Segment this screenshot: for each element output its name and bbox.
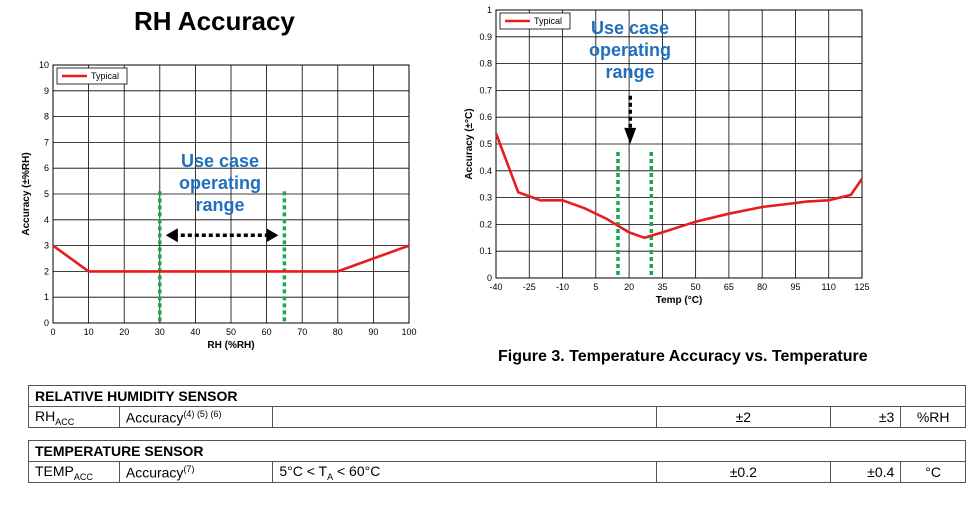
figure-caption: Figure 3. Temperature Accuracy vs. Tempe… — [498, 348, 868, 365]
temp-cond-post: < 60°C — [333, 462, 381, 479]
x-tick-label: 20 — [119, 327, 129, 337]
x-tick-label: 35 — [657, 282, 667, 292]
rh-chart-title: RH Accuracy — [134, 6, 295, 36]
x-tick-label: -40 — [489, 282, 502, 292]
y-tick-label: 3 — [44, 241, 49, 251]
rh-unit: %RH — [900, 406, 966, 428]
legend-label: Typical — [91, 71, 119, 81]
temp-max: ±0.4 — [829, 461, 902, 483]
rh-name-cell: Accuracy(4) (5) (6) — [118, 406, 274, 428]
annotation-text: Use case — [181, 151, 259, 171]
y-axis-label: Accuracy (±°C) — [464, 108, 475, 179]
annotation-text: range — [195, 195, 244, 215]
legend-box — [56, 67, 128, 85]
y-tick-label: 0.5 — [479, 139, 492, 149]
annotation-text: range — [605, 62, 654, 82]
y-tick-label: 6 — [44, 163, 49, 173]
rh-condition — [272, 406, 657, 428]
y-tick-label: 8 — [44, 112, 49, 122]
y-tick-label: 0 — [487, 273, 492, 283]
temp-param-cell: TEMPACC — [28, 461, 120, 483]
legend-box — [499, 12, 571, 30]
rh-acc-row: RHACC Accuracy(4) (5) (6) ±2 ±3 %RH — [28, 406, 966, 428]
y-tick-label: 0 — [44, 318, 49, 328]
x-tick-label: 70 — [297, 327, 307, 337]
temp-acc-row: TEMPACC Accuracy(7) 5°C < TA < 60°C ±0.2… — [28, 461, 966, 483]
x-tick-label: 50 — [226, 327, 236, 337]
annotation-text: operating — [179, 173, 261, 193]
y-tick-label: 10 — [39, 60, 49, 70]
x-tick-label: 0 — [50, 327, 55, 337]
temp-typ: ±0.2 — [656, 461, 831, 483]
rh-param-sub: ACC — [55, 416, 75, 427]
range-arrow-head-left — [165, 228, 178, 243]
x-tick-label: -10 — [556, 282, 569, 292]
annotation-text: operating — [589, 40, 671, 60]
x-tick-label: 90 — [368, 327, 378, 337]
y-tick-label: 1 — [487, 5, 492, 15]
y-axis-label: Accuracy (±%RH) — [21, 152, 32, 235]
rh-max: ±3 — [829, 406, 902, 428]
x-tick-label: 5 — [593, 282, 598, 292]
y-tick-label: 9 — [44, 86, 49, 96]
y-tick-label: 0.9 — [479, 32, 492, 42]
x-axis-label: Temp (°C) — [656, 295, 703, 306]
x-tick-label: 10 — [84, 327, 94, 337]
x-tick-label: 125 — [854, 282, 869, 292]
y-tick-label: 0.6 — [479, 112, 492, 122]
y-tick-label: 2 — [44, 266, 49, 276]
y-tick-label: 0.3 — [479, 193, 492, 203]
y-tick-label: 0.8 — [479, 59, 492, 69]
x-tick-label: 100 — [401, 327, 416, 337]
x-tick-label: -25 — [523, 282, 536, 292]
temp-notes: (7) — [183, 463, 195, 474]
temp-name: Accuracy — [125, 464, 184, 481]
rh-accuracy-chart: 0 10 20 30 40 50 60 70 80 90 100 0 1 2 3 4 5 6 7 8 9 10 RH (%R… — [21, 60, 417, 351]
temp-name-cell: Accuracy(7) — [118, 461, 274, 483]
y-tick-label: 0.2 — [479, 219, 492, 229]
y-tick-label: 0.4 — [479, 166, 492, 176]
x-axis-label: RH (%RH) — [207, 340, 254, 351]
spec-table: RELATIVE HUMIDITY SENSOR RHACC Accuracy(… — [28, 385, 966, 483]
rh-section-row: RELATIVE HUMIDITY SENSOR — [28, 385, 966, 407]
rh-param: RH — [35, 407, 56, 424]
x-tick-label: 60 — [262, 327, 272, 337]
y-tick-label: 0.1 — [479, 246, 492, 256]
x-tick-label: 65 — [724, 282, 734, 292]
y-tick-label: 4 — [44, 215, 49, 225]
rh-name: Accuracy — [125, 409, 184, 426]
x-tick-label: 30 — [155, 327, 165, 337]
range-arrow-head-down — [624, 127, 637, 144]
temp-section-row: TEMPERATURE SENSOR — [28, 440, 966, 462]
temp-cond-sub: A — [327, 471, 334, 482]
y-tick-label: 7 — [44, 137, 49, 147]
x-tick-label: 110 — [822, 282, 836, 292]
temp-section-title: TEMPERATURE SENSOR — [28, 440, 966, 462]
legend-label: Typical — [534, 16, 562, 26]
x-tick-label: 20 — [624, 282, 634, 292]
temp-accuracy-chart: -40 -25 -10 5 20 35 50 65 80 95 110 125 0 0.1 0.2 0.3 0.… — [464, 5, 870, 306]
x-tick-label: 95 — [790, 282, 800, 292]
rh-section-title: RELATIVE HUMIDITY SENSOR — [28, 385, 966, 407]
x-tick-label: 50 — [691, 282, 701, 292]
y-tick-label: 5 — [44, 189, 49, 199]
x-tick-label: 40 — [190, 327, 200, 337]
y-tick-label: 1 — [44, 292, 49, 302]
range-arrow-head-right — [266, 228, 279, 243]
temp-unit: °C — [900, 461, 966, 483]
series-line-typical — [494, 132, 864, 240]
y-tick-label: 0.7 — [479, 85, 492, 95]
temp-param-sub: ACC — [73, 471, 93, 482]
series-line-typical — [52, 244, 410, 273]
temp-condition: 5°C < TA < 60°C — [272, 461, 657, 483]
x-tick-label: 80 — [333, 327, 343, 337]
annotation-text: Use case — [591, 18, 669, 38]
temp-param: TEMP — [35, 462, 74, 479]
rh-param-cell: RHACC — [28, 406, 120, 428]
temp-cond-pre: 5°C < T — [279, 462, 328, 479]
rh-typ: ±2 — [656, 406, 831, 428]
rh-notes: (4) (5) (6) — [183, 408, 222, 419]
table-gap — [28, 427, 966, 441]
x-tick-label: 80 — [757, 282, 767, 292]
